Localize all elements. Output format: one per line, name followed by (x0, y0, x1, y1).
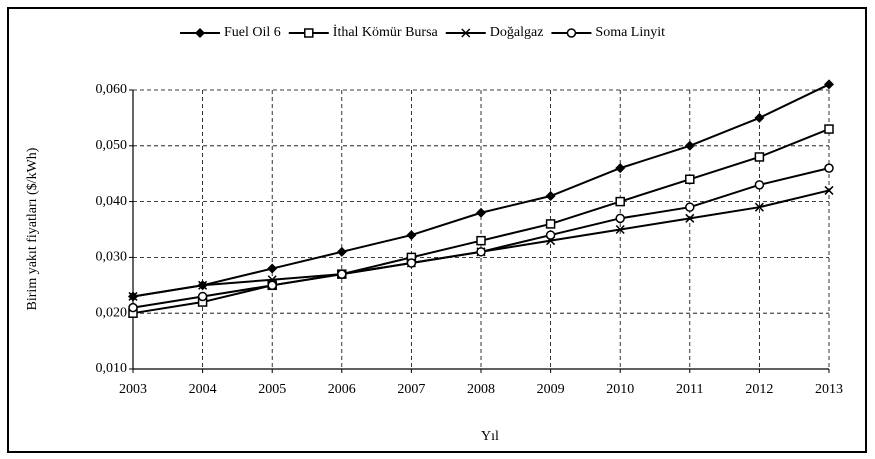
marker (754, 202, 764, 212)
marker (545, 230, 556, 240)
marker (267, 280, 277, 291)
legend-label: Doğalgaz (490, 25, 544, 40)
marker (824, 79, 834, 90)
x-tick-label: 2003 (119, 382, 147, 397)
marker (337, 269, 347, 279)
legend-label: İthal Kömür Bursa (333, 24, 439, 40)
marker (545, 191, 556, 202)
y-tick-label: 0,050 (96, 138, 128, 153)
marker (685, 202, 695, 212)
x-tick-label: 2013 (815, 382, 843, 397)
marker (476, 235, 486, 246)
marker (461, 28, 471, 38)
y-tick-label: 0,010 (96, 361, 128, 376)
marker (566, 28, 577, 38)
marker (267, 263, 278, 274)
y-tick-label: 0,030 (96, 250, 128, 265)
marker (824, 163, 834, 173)
x-tick-label: 2010 (606, 382, 634, 397)
marker (476, 207, 486, 218)
marker (304, 28, 314, 38)
x-tick-label: 2012 (745, 382, 773, 397)
marker (128, 291, 138, 301)
marker (406, 230, 417, 241)
y-tick-label: 0,020 (96, 305, 128, 320)
y-axis-label: Birim yakıt fiyatları ($/kWh) (25, 147, 40, 310)
marker (197, 291, 208, 302)
x-tick-label: 2006 (328, 382, 356, 397)
marker (545, 219, 556, 229)
marker (824, 185, 834, 195)
chart-frame (7, 7, 867, 453)
marker (824, 124, 834, 134)
marker (684, 140, 695, 151)
legend: Fuel Oil 6 İthal Kömür Bursa Doğalgaz Soma … (180, 24, 665, 40)
marker (128, 302, 138, 313)
marker (685, 213, 695, 223)
marker (615, 224, 625, 235)
marker (615, 196, 625, 207)
x-tick-label: 2007 (397, 382, 425, 397)
marker (198, 280, 208, 290)
marker (685, 174, 695, 185)
x-tick-label: 2008 (467, 382, 495, 397)
legend-label: Fuel Oil 6 (224, 25, 281, 40)
marker (195, 28, 205, 38)
marker (754, 180, 765, 190)
marker (336, 246, 347, 257)
y-tick-label: 0,060 (96, 82, 128, 97)
x-tick-label: 2005 (258, 382, 286, 397)
marker (754, 152, 765, 162)
x-tick-label: 2009 (537, 382, 565, 397)
y-tick-label: 0,040 (96, 194, 128, 209)
x-tick-label: 2011 (676, 382, 703, 397)
marker (406, 258, 417, 268)
marker (754, 112, 765, 123)
legend-label: Soma Linyit (595, 25, 665, 40)
x-axis-label: Yıl (481, 429, 499, 444)
marker (615, 163, 626, 174)
marker (476, 247, 486, 257)
marker (615, 213, 625, 224)
x-tick-label: 2004 (189, 382, 217, 397)
